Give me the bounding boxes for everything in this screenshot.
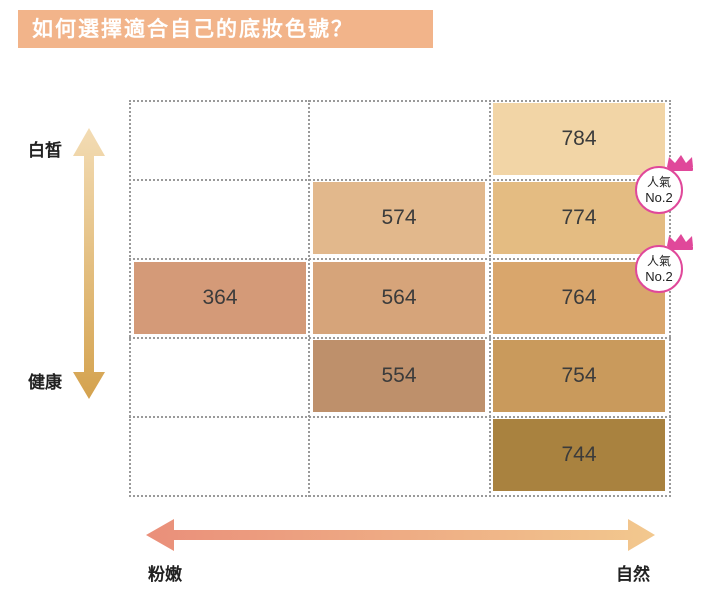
shade-754: 754 — [493, 340, 665, 412]
shade-574: 574 — [313, 182, 485, 254]
crown-icon — [667, 155, 693, 171]
grid-divider — [308, 100, 310, 497]
grid-divider — [129, 416, 671, 418]
shade-784: 784 — [493, 103, 665, 175]
vertical-axis-arrow — [73, 128, 105, 399]
badge-line2: No.2 — [645, 190, 672, 205]
grid-divider — [129, 258, 671, 260]
y-axis-bottom-label: 健康 — [28, 373, 62, 393]
grid-divider — [489, 100, 491, 497]
shade-564: 564 — [313, 262, 485, 334]
shade-554: 554 — [313, 340, 485, 412]
page-title: 如何選擇適合自己的底妝色號？ — [18, 10, 433, 48]
crown-icon — [667, 234, 693, 250]
badge-line1: 人氣 — [647, 254, 671, 268]
shade-grid — [129, 100, 671, 497]
grid-divider — [129, 179, 671, 181]
popularity-badge: 人氣 No.2 — [635, 234, 693, 293]
badge-line2: No.2 — [645, 269, 672, 284]
horizontal-axis-arrow — [146, 519, 655, 551]
x-axis-right-label: 自然 — [616, 565, 650, 585]
shade-744: 744 — [493, 419, 665, 491]
grid-divider — [129, 337, 671, 339]
popularity-badge: 人氣 No.2 — [635, 155, 693, 214]
badge-line1: 人氣 — [647, 175, 671, 189]
y-axis-top-label: 白皙 — [28, 141, 62, 161]
shade-364: 364 — [134, 262, 306, 334]
x-axis-left-label: 粉嫩 — [148, 565, 182, 585]
